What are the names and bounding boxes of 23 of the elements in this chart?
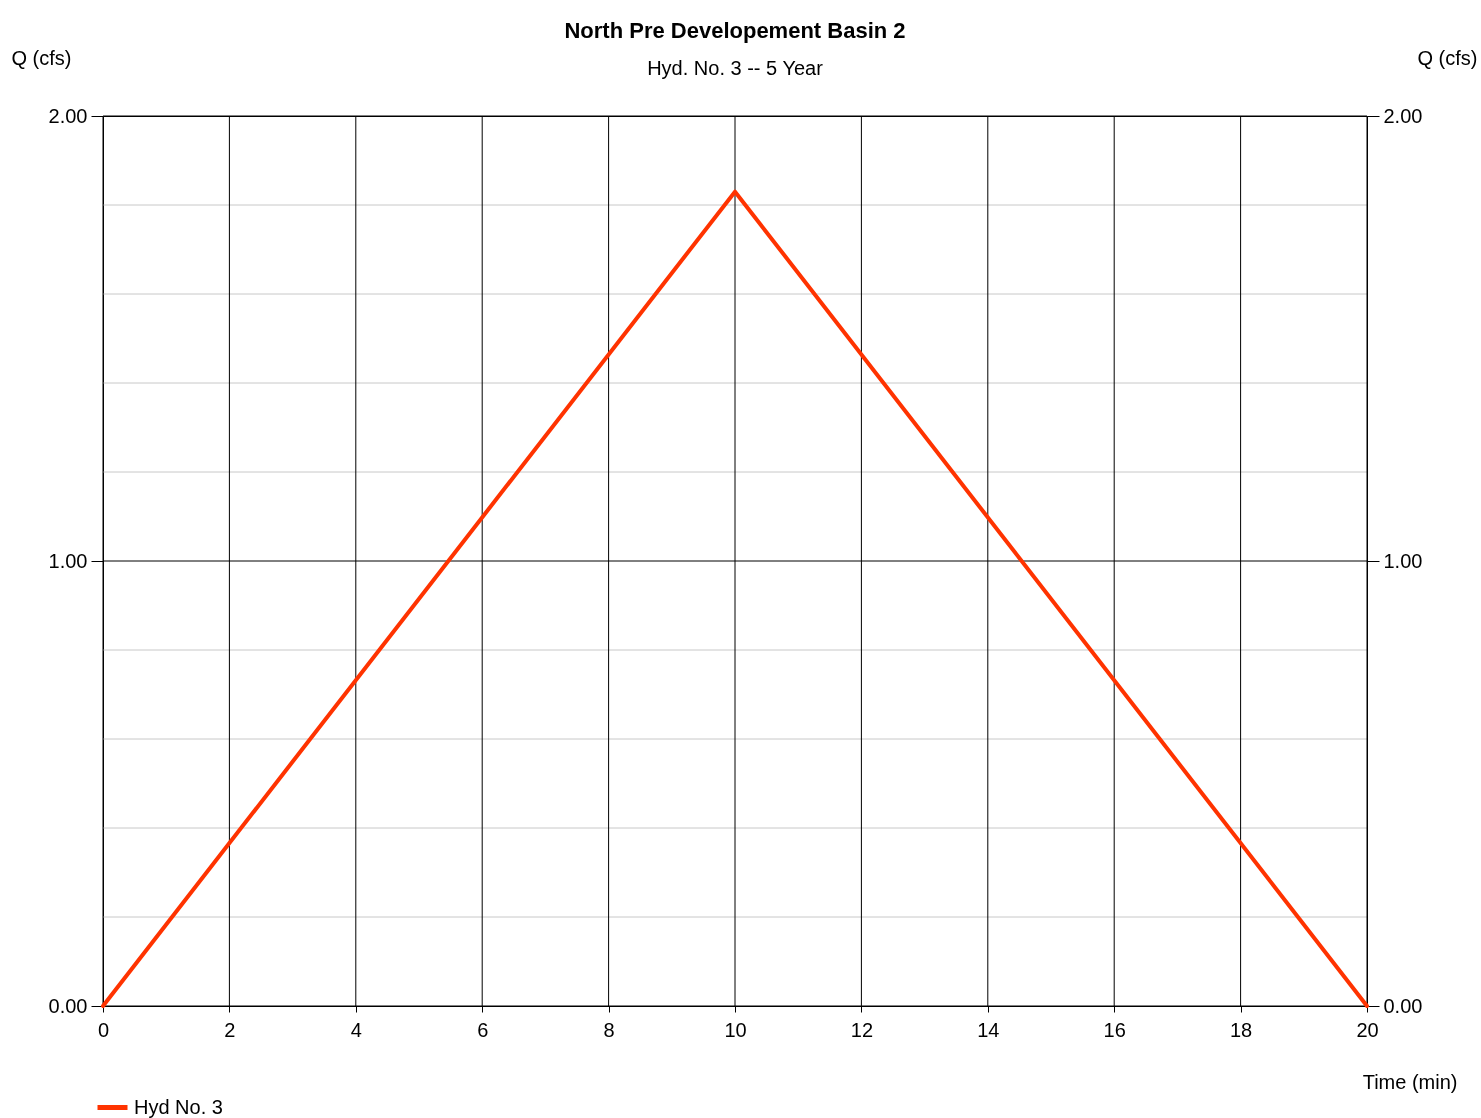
x-tick-label: 16 bbox=[1103, 1018, 1126, 1041]
x-tick-label: 8 bbox=[603, 1018, 615, 1041]
y2-tick-label: 2.00 bbox=[1383, 104, 1423, 127]
x-tick-label: 4 bbox=[350, 1018, 362, 1041]
y-tick-label: 2.00 bbox=[48, 104, 88, 127]
x-tick-label: 6 bbox=[477, 1018, 489, 1041]
y-tick-label: 1.00 bbox=[48, 549, 88, 572]
y2-tick-label: 0.00 bbox=[1383, 994, 1423, 1017]
y-tick-label: 0.00 bbox=[48, 994, 88, 1017]
chart-title: North Pre Developement Basin 2 bbox=[564, 18, 906, 43]
chart-subtitle: Hyd. No. 3 -- 5 Year bbox=[647, 57, 824, 79]
x-tick-label: 0 bbox=[97, 1018, 110, 1041]
y-axis-title: Q (cfs) bbox=[11, 46, 72, 69]
x-tick-label: 18 bbox=[1229, 1018, 1253, 1041]
y2-tick-label: 1.00 bbox=[1383, 549, 1423, 572]
x-axis-title: Time (min) bbox=[1362, 1070, 1458, 1093]
y2-axis-title: Q (cfs) bbox=[1417, 46, 1478, 69]
x-tick-label: 2 bbox=[224, 1018, 236, 1041]
x-tick-label: 20 bbox=[1356, 1018, 1379, 1041]
x-tick-label: 14 bbox=[977, 1018, 1000, 1041]
legend-label: Hyd No. 3 bbox=[134, 1095, 223, 1118]
x-tick-label: 10 bbox=[724, 1018, 747, 1041]
x-tick-label: 12 bbox=[850, 1018, 874, 1041]
